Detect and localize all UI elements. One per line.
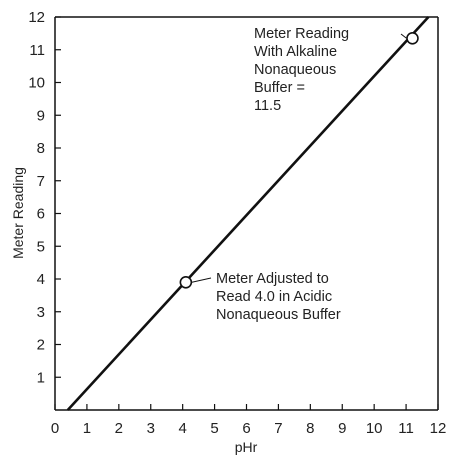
y-tick-label: 7 bbox=[37, 173, 45, 190]
x-tick-label: 7 bbox=[274, 420, 282, 437]
x-tick-label: 8 bbox=[306, 420, 314, 437]
x-tick-label: 12 bbox=[430, 420, 447, 437]
y-tick-label: 10 bbox=[28, 75, 45, 92]
y-tick-label: 2 bbox=[37, 337, 45, 354]
y-tick-label: 6 bbox=[37, 206, 45, 223]
series-layer bbox=[66, 16, 430, 411]
annotation-text: Meter Reading bbox=[254, 26, 349, 42]
y-tick-label: 11 bbox=[29, 42, 45, 59]
y-tick-label: 9 bbox=[37, 107, 45, 124]
annotation-leader bbox=[400, 33, 407, 39]
x-tick-label: 11 bbox=[398, 420, 414, 437]
annotation-text: Nonaqueous Buffer bbox=[216, 307, 341, 323]
x-tick-label: 4 bbox=[178, 420, 186, 437]
annotations-layer: Meter Reading With Alkaline Nonaqueous Buff… bbox=[191, 26, 407, 323]
x-tick-label: 0 bbox=[51, 420, 59, 437]
calibration-point bbox=[406, 31, 419, 45]
x-tick-label: 6 bbox=[242, 420, 250, 437]
annotation-text: Read 4.0 in Acidic bbox=[216, 289, 332, 305]
x-axis-title: pHr bbox=[235, 439, 258, 455]
y-tick-label: 5 bbox=[37, 238, 45, 255]
x-tick-label: 1 bbox=[83, 420, 91, 437]
points-layer bbox=[179, 31, 419, 289]
annotation-text: Nonaqueous bbox=[254, 62, 336, 78]
x-tick-label: 3 bbox=[147, 420, 155, 437]
x-ticks: 0 1 2 3 4 5 6 7 8 9 10 11 12 bbox=[51, 404, 447, 437]
annotation-text: Buffer = bbox=[254, 80, 305, 96]
x-tick-label: 9 bbox=[338, 420, 346, 437]
y-tick-label: 12 bbox=[28, 9, 45, 26]
annotation-text: 11.5 bbox=[254, 98, 281, 114]
x-tick-label: 2 bbox=[115, 420, 123, 437]
y-tick-label: 8 bbox=[37, 140, 45, 157]
y-axis-title: Meter Reading bbox=[10, 167, 26, 259]
series-line bbox=[66, 16, 430, 411]
annotation-text: With Alkaline bbox=[254, 44, 337, 60]
x-tick-label: 10 bbox=[366, 420, 383, 437]
y-tick-label: 1 bbox=[37, 369, 45, 386]
calibration-point bbox=[179, 275, 193, 289]
x-tick-label: 5 bbox=[210, 420, 218, 437]
y-tick-label: 4 bbox=[37, 271, 45, 288]
annotation-leader bbox=[191, 277, 212, 283]
annotation-text: Meter Adjusted to bbox=[216, 271, 329, 287]
y-tick-label: 3 bbox=[37, 304, 45, 321]
